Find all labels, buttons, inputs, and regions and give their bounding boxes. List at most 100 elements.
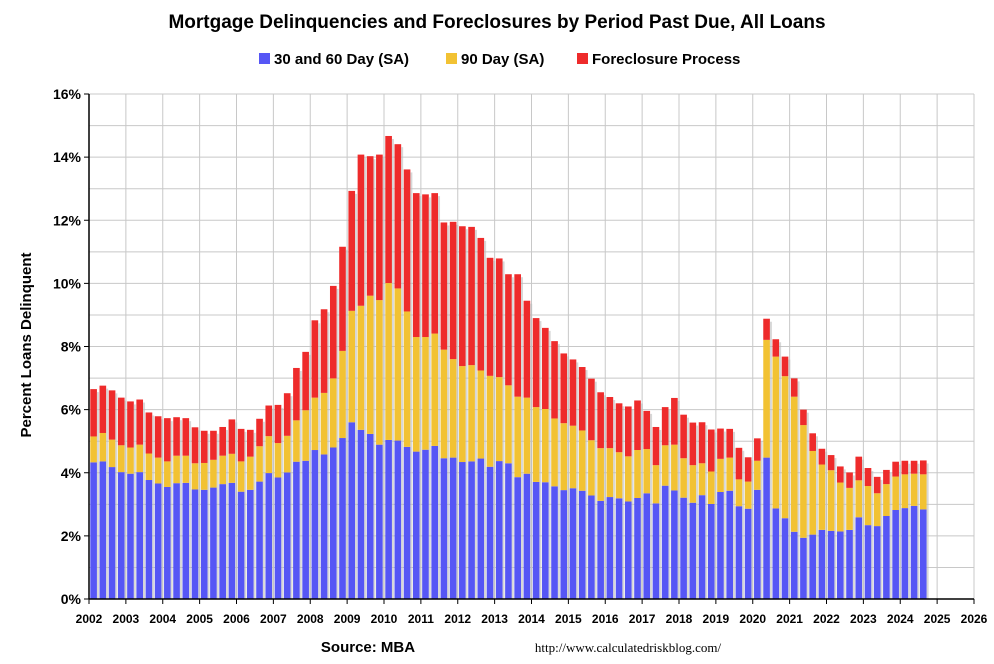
bar-shadow-16: [244, 431, 247, 599]
bar-segment-0-67: [707, 504, 715, 599]
bar-segment-2-36: [422, 194, 429, 338]
bar-segment-2-66: [698, 422, 706, 464]
bar-segment-2-78: [809, 433, 816, 451]
bar-segment-1-81: [837, 482, 844, 532]
y-tick-label: 8%: [61, 339, 82, 355]
bar-segment-2-10: [182, 418, 190, 456]
bar-segment-0-10: [182, 482, 190, 599]
bar-segment-0-4: [127, 473, 134, 599]
bar-segment-1-22: [293, 420, 300, 462]
bar-shadow-63: [677, 400, 680, 599]
bar-shadow-37: [438, 196, 441, 600]
bar-shadow-5: [143, 402, 146, 599]
bar-segment-0-65: [689, 502, 697, 599]
bar-segment-2-74: [772, 339, 780, 357]
y-tick-label: 16%: [53, 86, 82, 102]
bar-shadow-77: [806, 412, 809, 600]
bar-segment-2-6: [145, 412, 153, 454]
bar-segment-2-19: [265, 405, 273, 437]
bar-segment-2-89: [910, 460, 918, 474]
bar-segment-1-27: [339, 350, 346, 439]
bar-segment-0-32: [385, 439, 392, 599]
bar-segment-2-71: [744, 457, 752, 482]
bar-segment-1-70: [735, 479, 743, 507]
bar-segment-1-74: [772, 356, 780, 509]
bar-segment-2-37: [431, 193, 439, 334]
bar-segment-0-58: [624, 501, 632, 599]
bar-segment-1-64: [680, 458, 687, 498]
bar-segment-1-8: [164, 461, 171, 487]
bar-segment-1-6: [145, 453, 153, 481]
y-tick-label: 6%: [61, 402, 82, 418]
bar-shadow-43: [493, 260, 496, 599]
bar-segment-1-19: [265, 436, 273, 474]
bar-segment-2-55: [597, 392, 604, 449]
x-tick-label: 2017: [629, 612, 656, 626]
bar-segment-2-5: [136, 399, 144, 445]
bar-shadow-64: [686, 417, 689, 599]
bar-segment-2-85: [873, 476, 881, 494]
bar-segment-0-22: [293, 461, 300, 599]
bar-segment-1-11: [191, 463, 199, 490]
bar-segment-1-37: [431, 333, 439, 446]
bar-segment-1-52: [569, 425, 577, 489]
bar-segment-1-36: [422, 337, 429, 450]
bar-shadow-15: [235, 422, 238, 599]
bar-segment-2-84: [864, 468, 872, 487]
bar-segment-2-34: [403, 169, 411, 312]
x-tick-label: 2005: [186, 612, 213, 626]
bar-shadow-42: [484, 240, 487, 600]
bar-segment-1-2: [108, 439, 116, 468]
bar-shadow-58: [631, 409, 634, 599]
bar-segment-2-9: [173, 417, 180, 456]
bar-segment-0-66: [698, 495, 706, 599]
bar-segment-1-86: [883, 484, 890, 516]
bar-shadow-49: [548, 330, 551, 599]
bar-segment-0-63: [671, 490, 678, 599]
bar-segment-2-52: [569, 359, 577, 426]
bar-segment-1-41: [468, 365, 475, 462]
bar-segment-2-43: [486, 257, 494, 376]
bar-segment-1-5: [136, 444, 144, 473]
bar-shadow-55: [603, 395, 606, 599]
bar-segment-1-85: [873, 493, 881, 527]
bar-segment-2-25: [320, 309, 328, 393]
bar-segment-0-64: [680, 497, 687, 599]
bar-shadow-29: [364, 157, 367, 599]
x-tick-label: 2026: [961, 612, 988, 626]
bar-segment-2-87: [892, 461, 899, 477]
bar-segment-2-48: [532, 318, 540, 408]
y-tick-label: 14%: [53, 149, 82, 165]
bar-segment-2-38: [440, 222, 448, 350]
bar-segment-2-88: [901, 460, 909, 475]
bar-segment-2-61: [652, 426, 660, 466]
bar-segment-2-35: [412, 193, 420, 338]
x-tick-label: 2023: [850, 612, 877, 626]
bar-shadow-32: [391, 138, 394, 600]
bar-segment-1-31: [376, 300, 383, 445]
bar-shadow-69: [733, 431, 736, 599]
bar-shadow-10: [189, 421, 192, 599]
bar-shadow-8: [170, 421, 173, 599]
bar-shadow-41: [474, 229, 477, 599]
bar-segment-2-47: [523, 300, 531, 398]
bar-segment-0-18: [256, 481, 263, 599]
bar-segment-0-47: [523, 473, 531, 599]
bar-shadow-88: [908, 463, 911, 599]
bar-segment-2-0: [90, 389, 97, 437]
bar-segment-0-33: [394, 440, 402, 599]
bar-shadow-85: [880, 479, 883, 599]
bar-segment-0-75: [781, 518, 789, 599]
bar-segment-1-21: [283, 435, 291, 473]
bar-segment-0-83: [855, 517, 863, 599]
bar-segment-1-57: [615, 452, 623, 499]
bar-shadow-18: [262, 421, 265, 599]
chart-title: Mortgage Delinquencies and Foreclosures …: [168, 12, 825, 33]
bar-segment-2-21: [283, 393, 291, 436]
bar-segment-2-41: [468, 226, 475, 366]
bar-shadow-27: [345, 249, 348, 599]
bar-shadow-13: [216, 433, 219, 599]
bar-segment-1-16: [237, 461, 245, 492]
bar-segment-1-75: [781, 376, 789, 519]
legend: 30 and 60 Day (SA) 90 Day (SA) Foreclosure…: [259, 51, 740, 68]
